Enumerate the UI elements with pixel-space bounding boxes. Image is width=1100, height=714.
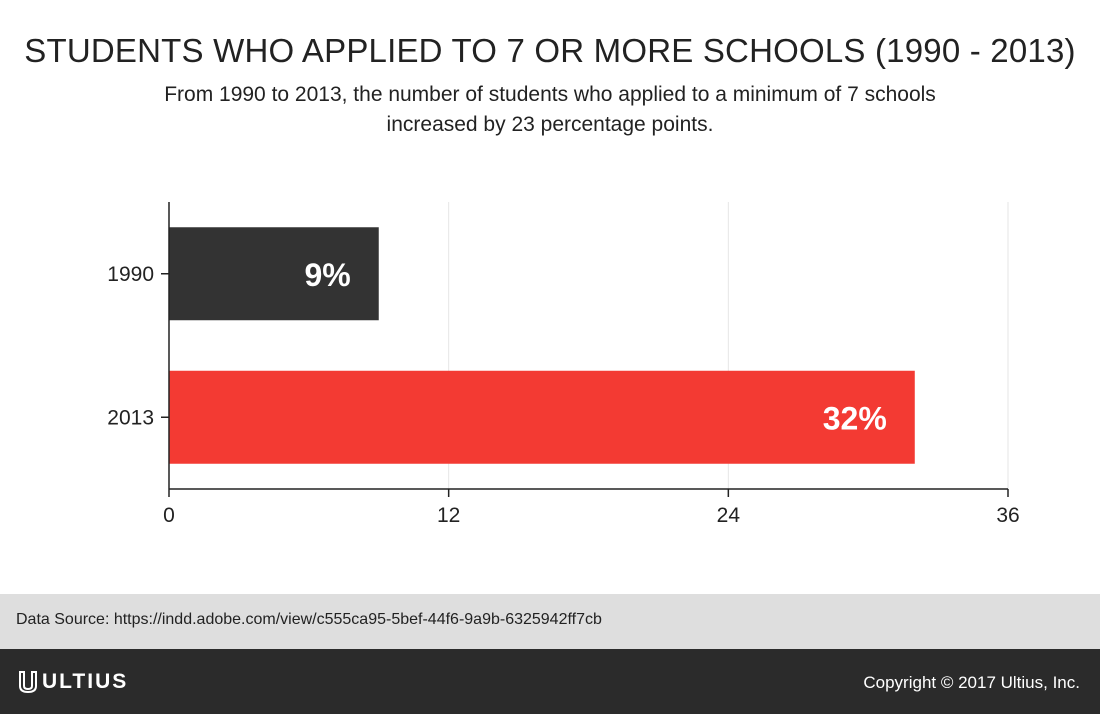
y-tick-label: 1990 (107, 263, 154, 286)
y-tick-label: 2013 (107, 406, 154, 429)
bar-data-label: 32% (823, 400, 887, 436)
copyright-text: Copyright © 2017 Ultius, Inc. (863, 673, 1080, 692)
bar-2013 (169, 370, 915, 464)
x-tick-label: 24 (717, 504, 741, 527)
ultius-logo: ULTIUS (18, 670, 128, 694)
bar-1990 (169, 227, 379, 321)
ultius-logo-icon (19, 671, 37, 693)
bar-data-label: 9% (305, 257, 351, 293)
x-tick-label: 12 (437, 504, 460, 527)
x-tick-label: 36 (996, 504, 1019, 527)
footer-bar: ULTIUS Copyright © 2017 Ultius, Inc. (0, 649, 1100, 714)
data-source-text: Data Source: https://indd.adobe.com/view… (16, 611, 602, 628)
data-source-band: Data Source: https://indd.adobe.com/view… (0, 594, 1100, 649)
x-tick-label: 0 (163, 504, 175, 527)
bar-chart: 9% 1990 32% 2013 0 12 24 36 (107, 202, 1020, 527)
ultius-logo-text: ULTIUS (42, 670, 129, 693)
chart-subtitle: From 1990 to 2013, the number of student… (164, 83, 936, 136)
chart-title: STUDENTS WHO APPLIED TO 7 OR MORE SCHOOL… (24, 32, 1076, 69)
